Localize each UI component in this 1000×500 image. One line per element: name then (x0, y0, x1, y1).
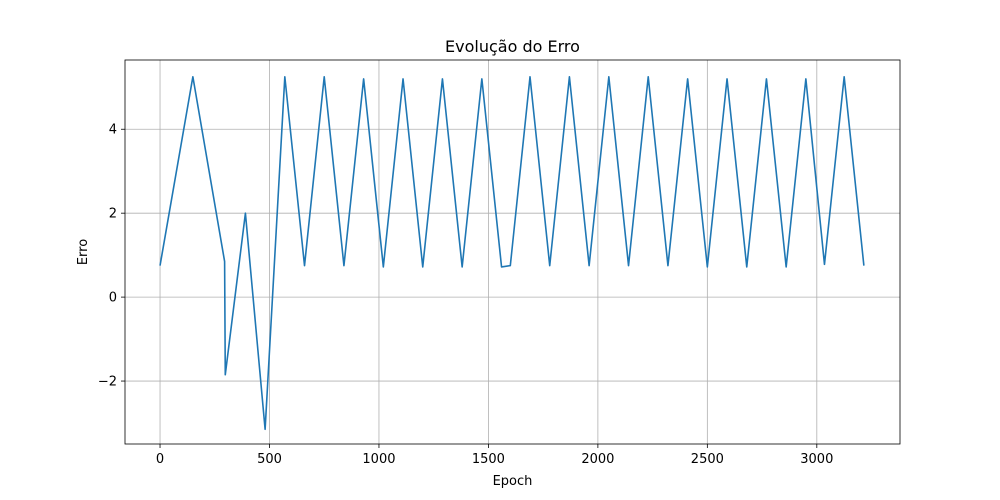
grid (125, 60, 900, 444)
x-tick-label: 1000 (362, 452, 395, 467)
x-axis: 0 500 1000 1500 2000 2500 3000 (156, 444, 833, 467)
series-line (159, 75, 865, 431)
chart-title: Evolução do Erro (445, 37, 580, 56)
y-tick-label: 4 (109, 123, 117, 138)
x-tick-label: 1500 (472, 452, 505, 467)
y-tick-label: −2 (98, 375, 117, 390)
x-tick-label: 2000 (581, 452, 614, 467)
x-tick-label: 0 (156, 452, 164, 467)
y-tick-label: 0 (109, 291, 117, 306)
y-axis: −2 0 2 4 (98, 123, 125, 390)
y-tick-label: 2 (109, 207, 117, 222)
y-axis-label: Erro (76, 239, 91, 265)
plot-frame (124, 59, 901, 445)
x-tick-label: 2500 (691, 452, 724, 467)
x-tick-label: 3000 (800, 452, 833, 467)
x-axis-label: Epoch (493, 474, 533, 489)
x-tick-label: 500 (257, 452, 282, 467)
series-line-group (159, 75, 865, 431)
